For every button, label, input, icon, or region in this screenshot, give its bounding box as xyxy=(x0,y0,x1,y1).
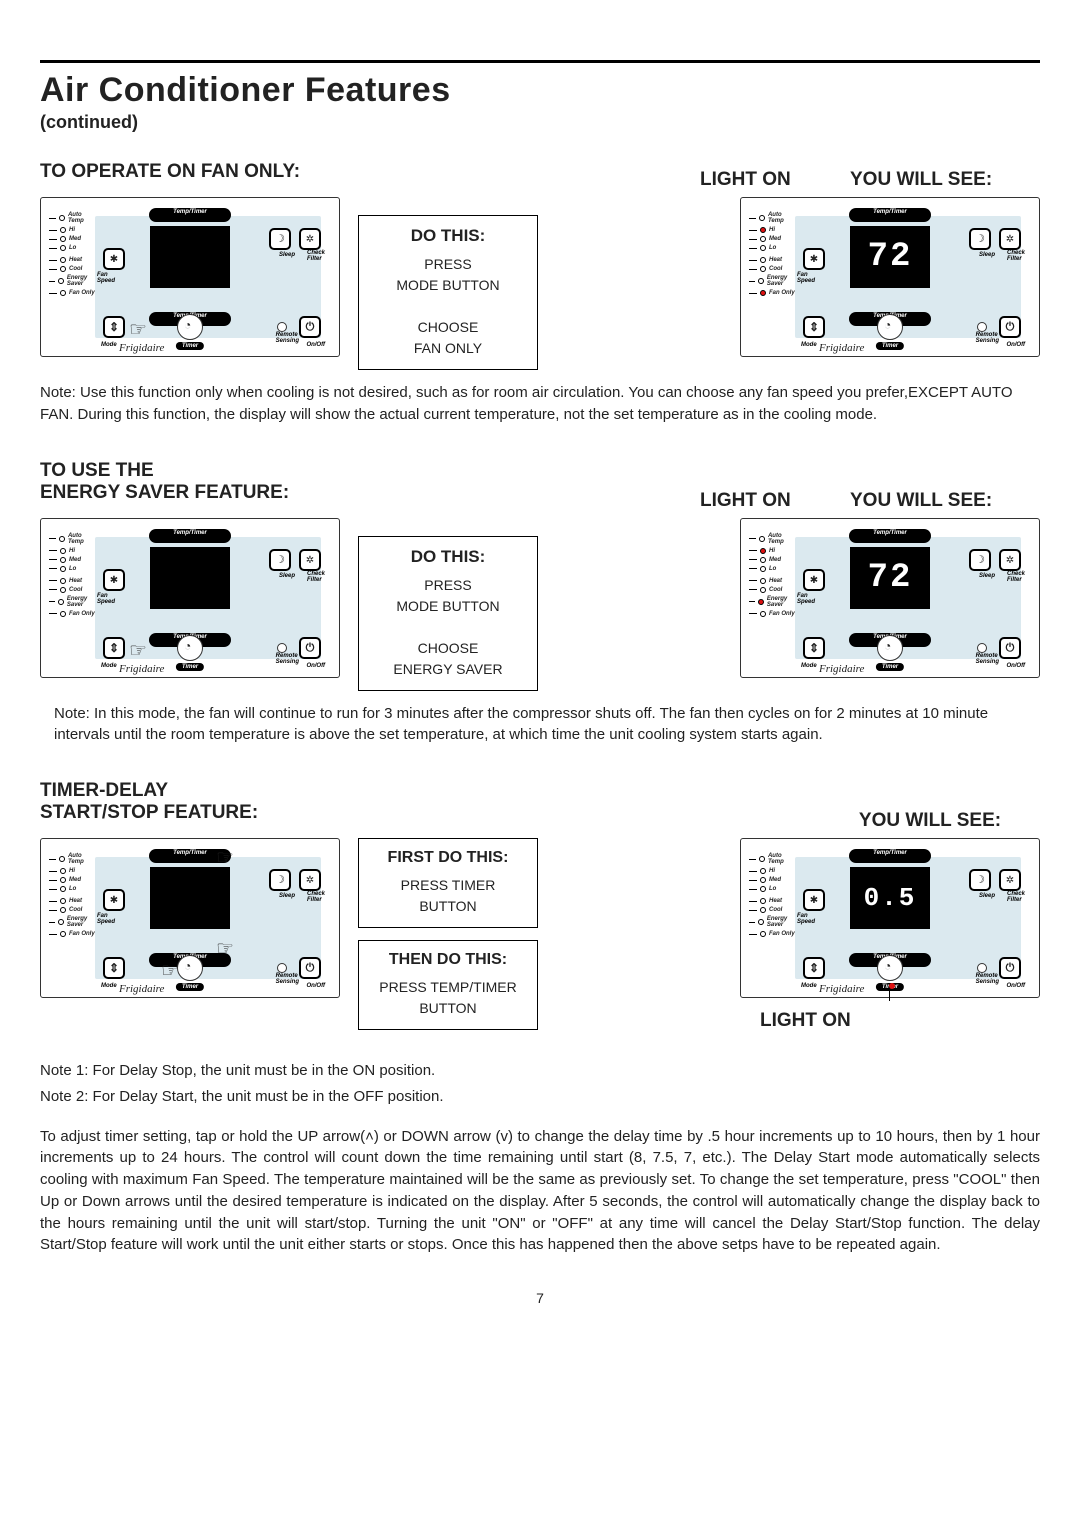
check-filter-button[interactable] xyxy=(299,228,321,250)
section-fan-only: TO OPERATE ON FAN ONLY: LIGHT ON YOU WIL… xyxy=(40,161,1040,426)
instruction-box: DO THIS: PRESS MODE BUTTON CHOOSE ENERGY… xyxy=(358,536,538,691)
lcd-display: 72 xyxy=(850,226,930,288)
fan-speed-button[interactable] xyxy=(103,248,125,270)
will-see-label: YOU WILL SEE: xyxy=(850,490,1040,512)
section3-title: TIMER-DELAYSTART/STOP FEATURE: xyxy=(40,780,258,824)
section2-title: TO USE THEENERGY SAVER FEATURE: xyxy=(40,460,289,504)
control-panel-left: Auto Temp Hi Med Lo Heat Cool Energy Sav… xyxy=(40,197,340,357)
power-button[interactable] xyxy=(299,637,321,659)
timer-button[interactable] xyxy=(877,635,903,661)
check-filter-button[interactable] xyxy=(999,228,1021,250)
check-filter-button[interactable] xyxy=(299,549,321,571)
control-panel-right: Auto Temp Hi Med Lo Heat Cool Energy Sav… xyxy=(740,838,1040,998)
control-panel-left: Auto Temp Hi Med Lo Heat Cool Energy Sav… xyxy=(40,838,340,998)
mode-button[interactable] xyxy=(803,957,825,979)
will-see-label: YOU WILL SEE: xyxy=(820,810,1040,832)
indicator-lights: Auto Temp Hi Med Lo Heat Cool Energy Sav… xyxy=(749,212,795,299)
brand-logo: Frigidaire xyxy=(819,342,864,354)
check-filter-button[interactable] xyxy=(999,549,1021,571)
section3-body: To adjust timer setting, tap or hold the… xyxy=(40,1126,1040,1257)
will-see-label: YOU WILL SEE: xyxy=(850,169,1040,191)
timer-button[interactable] xyxy=(177,955,203,981)
timer-button[interactable] xyxy=(177,314,203,340)
mode-button[interactable] xyxy=(803,637,825,659)
fan-speed-button[interactable] xyxy=(803,569,825,591)
control-panel-left: Auto Temp Hi Med Lo Heat Cool Energy Sav… xyxy=(40,518,340,678)
section1-note: Note: Use this function only when coolin… xyxy=(40,382,1040,426)
page-number: 7 xyxy=(40,1290,1040,1306)
check-filter-button[interactable] xyxy=(299,869,321,891)
instruction-box: DO THIS: PRESS MODE BUTTON CHOOSE FAN ON… xyxy=(358,215,538,370)
control-panel-right: Auto Temp Hi Med Lo Heat Cool Energy Sav… xyxy=(740,197,1040,357)
remote-sensing-led xyxy=(277,322,287,332)
power-button[interactable] xyxy=(299,957,321,979)
mode-button[interactable] xyxy=(103,957,125,979)
instruction-box-first: FIRST DO THIS: PRESS TIMER BUTTON xyxy=(358,838,538,928)
page-title: Air Conditioner Features xyxy=(40,71,1040,110)
sleep-button[interactable] xyxy=(969,549,991,571)
mode-button[interactable] xyxy=(803,316,825,338)
section3-note2: Note 2: For Delay Start, the unit must b… xyxy=(40,1086,1040,1108)
mode-button[interactable] xyxy=(103,316,125,338)
section1-title: TO OPERATE ON FAN ONLY: xyxy=(40,161,300,183)
fan-speed-button[interactable] xyxy=(103,889,125,911)
lcd-display xyxy=(150,226,230,288)
section-energy-saver: TO USE THEENERGY SAVER FEATURE: LIGHT ON… xyxy=(40,460,1040,747)
fan-speed-button[interactable] xyxy=(103,569,125,591)
fan-speed-button[interactable] xyxy=(803,889,825,911)
light-on-label: LIGHT ON xyxy=(700,169,850,191)
indicator-lights: Auto Temp Hi Med Lo Heat Cool Energy Sav… xyxy=(49,212,95,299)
section2-note: Note: In this mode, the fan will continu… xyxy=(54,703,1040,747)
timer-button[interactable] xyxy=(877,955,903,981)
remote-sensing-led xyxy=(977,322,987,332)
light-on-label-bottom: LIGHT ON xyxy=(760,1010,851,1032)
control-panel-right: Auto Temp Hi Med Lo Heat Cool Energy Sav… xyxy=(740,518,1040,678)
power-button[interactable] xyxy=(999,957,1021,979)
brand-logo: Frigidaire xyxy=(119,342,164,354)
mode-button[interactable] xyxy=(103,637,125,659)
sleep-button[interactable] xyxy=(969,869,991,891)
power-button[interactable] xyxy=(999,316,1021,338)
sleep-button[interactable] xyxy=(269,228,291,250)
timer-button[interactable] xyxy=(177,635,203,661)
sleep-button[interactable] xyxy=(969,228,991,250)
section-timer-delay: TIMER-DELAYSTART/STOP FEATURE: YOU WILL … xyxy=(40,780,1040,1256)
section3-note1: Note 1: For Delay Stop, the unit must be… xyxy=(40,1060,1040,1082)
fan-speed-button[interactable] xyxy=(803,248,825,270)
continued-label: (continued) xyxy=(40,112,1040,133)
sleep-button[interactable] xyxy=(269,549,291,571)
sleep-button[interactable] xyxy=(269,869,291,891)
light-on-label: LIGHT ON xyxy=(700,490,850,512)
instruction-box-then: THEN DO THIS: PRESS TEMP/TIMER BUTTON xyxy=(358,940,538,1030)
power-button[interactable] xyxy=(999,637,1021,659)
timer-button[interactable] xyxy=(877,314,903,340)
power-button[interactable] xyxy=(299,316,321,338)
top-rule xyxy=(40,60,1040,63)
check-filter-button[interactable] xyxy=(999,869,1021,891)
